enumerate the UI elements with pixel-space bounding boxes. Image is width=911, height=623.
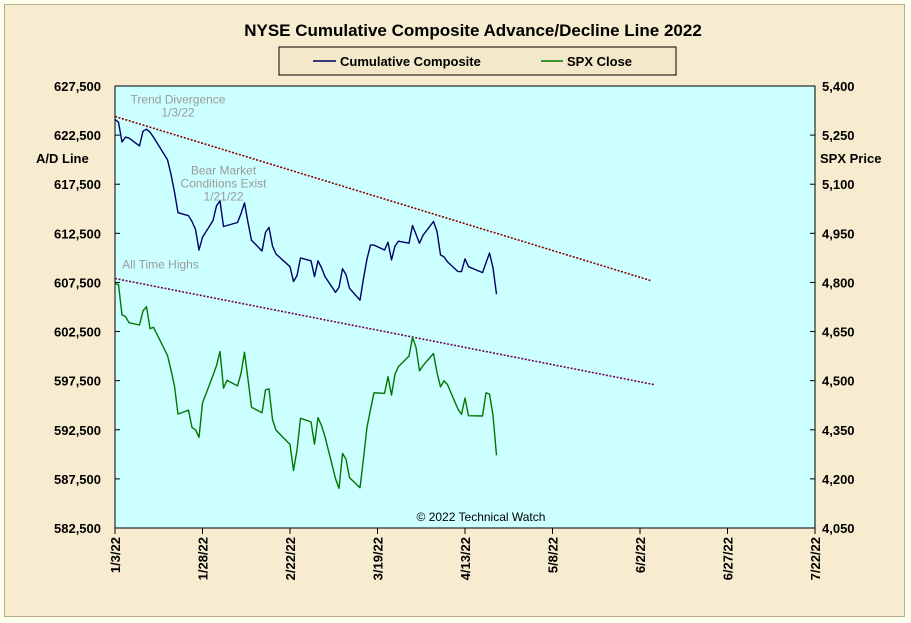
x-axis: 1/3/22 1/28/22 2/22/22 3/19/22 4/13/22 5/8/22… — [108, 528, 823, 580]
right-axis: 4,050 4,200 4,350 4,500 4,650 4,800 4,950 5,100… — [810, 79, 855, 536]
left-tick-label: 592,500 — [54, 423, 101, 438]
x-tick-label: 4/13/22 — [458, 537, 473, 580]
x-tick-label: 2/22/22 — [283, 537, 298, 580]
left-tick-label: 597,500 — [54, 374, 101, 389]
annotation-3-line-1: All Time Highs — [122, 258, 199, 272]
annotation-2-line-3: 1/21/22 — [203, 189, 243, 203]
left-tick-label: 582,500 — [54, 521, 101, 536]
x-tick-label: 7/22/22 — [808, 537, 823, 580]
legend-box — [278, 46, 677, 76]
right-tick-label: 5,100 — [822, 177, 855, 192]
right-tick-label: 4,200 — [822, 472, 855, 487]
right-tick-label: 4,500 — [822, 374, 855, 389]
legend-label-spx: SPX Close — [567, 54, 632, 69]
series-line-spx-close — [114, 282, 498, 490]
annotation-2-line-1: Bear Market — [191, 163, 257, 177]
x-tick-label: 1/3/22 — [108, 537, 123, 573]
trendline-2 — [114, 277, 655, 386]
credit-text: © 2022 Technical Watch — [417, 510, 546, 524]
left-tick-label: 627,500 — [54, 79, 101, 94]
series-line-cumulative-composite — [114, 118, 498, 301]
x-tick-label: 3/19/22 — [371, 537, 386, 580]
chart-title: NYSE Cumulative Composite Advance/Declin… — [244, 21, 702, 40]
x-tick-label: 6/27/22 — [721, 537, 736, 580]
left-axis: 582,500 587,500 592,500 597,500 602,500 607,5… — [54, 79, 120, 536]
right-axis-title: SPX Price — [820, 151, 881, 166]
legend-label-cumulative: Cumulative Composite — [340, 54, 481, 69]
annotation-1-line-2: 1/3/22 — [161, 106, 195, 120]
right-tick-label: 5,250 — [822, 128, 855, 143]
right-tick-label: 4,800 — [822, 275, 855, 290]
trendlines — [114, 115, 655, 386]
annotation-1-line-1: Trend Divergence — [131, 93, 226, 107]
x-tick-label: 6/2/22 — [633, 537, 648, 573]
plot-area — [114, 85, 816, 529]
left-tick-label: 612,500 — [54, 226, 101, 241]
x-tick-label: 5/8/22 — [546, 537, 561, 573]
right-tick-label: 4,050 — [822, 521, 855, 536]
legend: Cumulative Composite SPX Close — [278, 46, 677, 76]
left-axis-title: A/D Line — [36, 151, 89, 166]
left-tick-label: 607,500 — [54, 275, 101, 290]
annotation-2-line-2: Conditions Exist — [180, 176, 267, 190]
series-lines — [114, 118, 498, 490]
right-tick-label: 4,650 — [822, 325, 855, 340]
left-tick-label: 587,500 — [54, 472, 101, 487]
right-tick-label: 4,950 — [822, 226, 855, 241]
x-tick-label: 1/28/22 — [196, 537, 211, 580]
right-tick-label: 4,350 — [822, 423, 855, 438]
left-tick-label: 617,500 — [54, 177, 101, 192]
left-tick-label: 622,500 — [54, 128, 101, 143]
left-tick-label: 602,500 — [54, 325, 101, 340]
right-tick-label: 5,400 — [822, 79, 855, 94]
